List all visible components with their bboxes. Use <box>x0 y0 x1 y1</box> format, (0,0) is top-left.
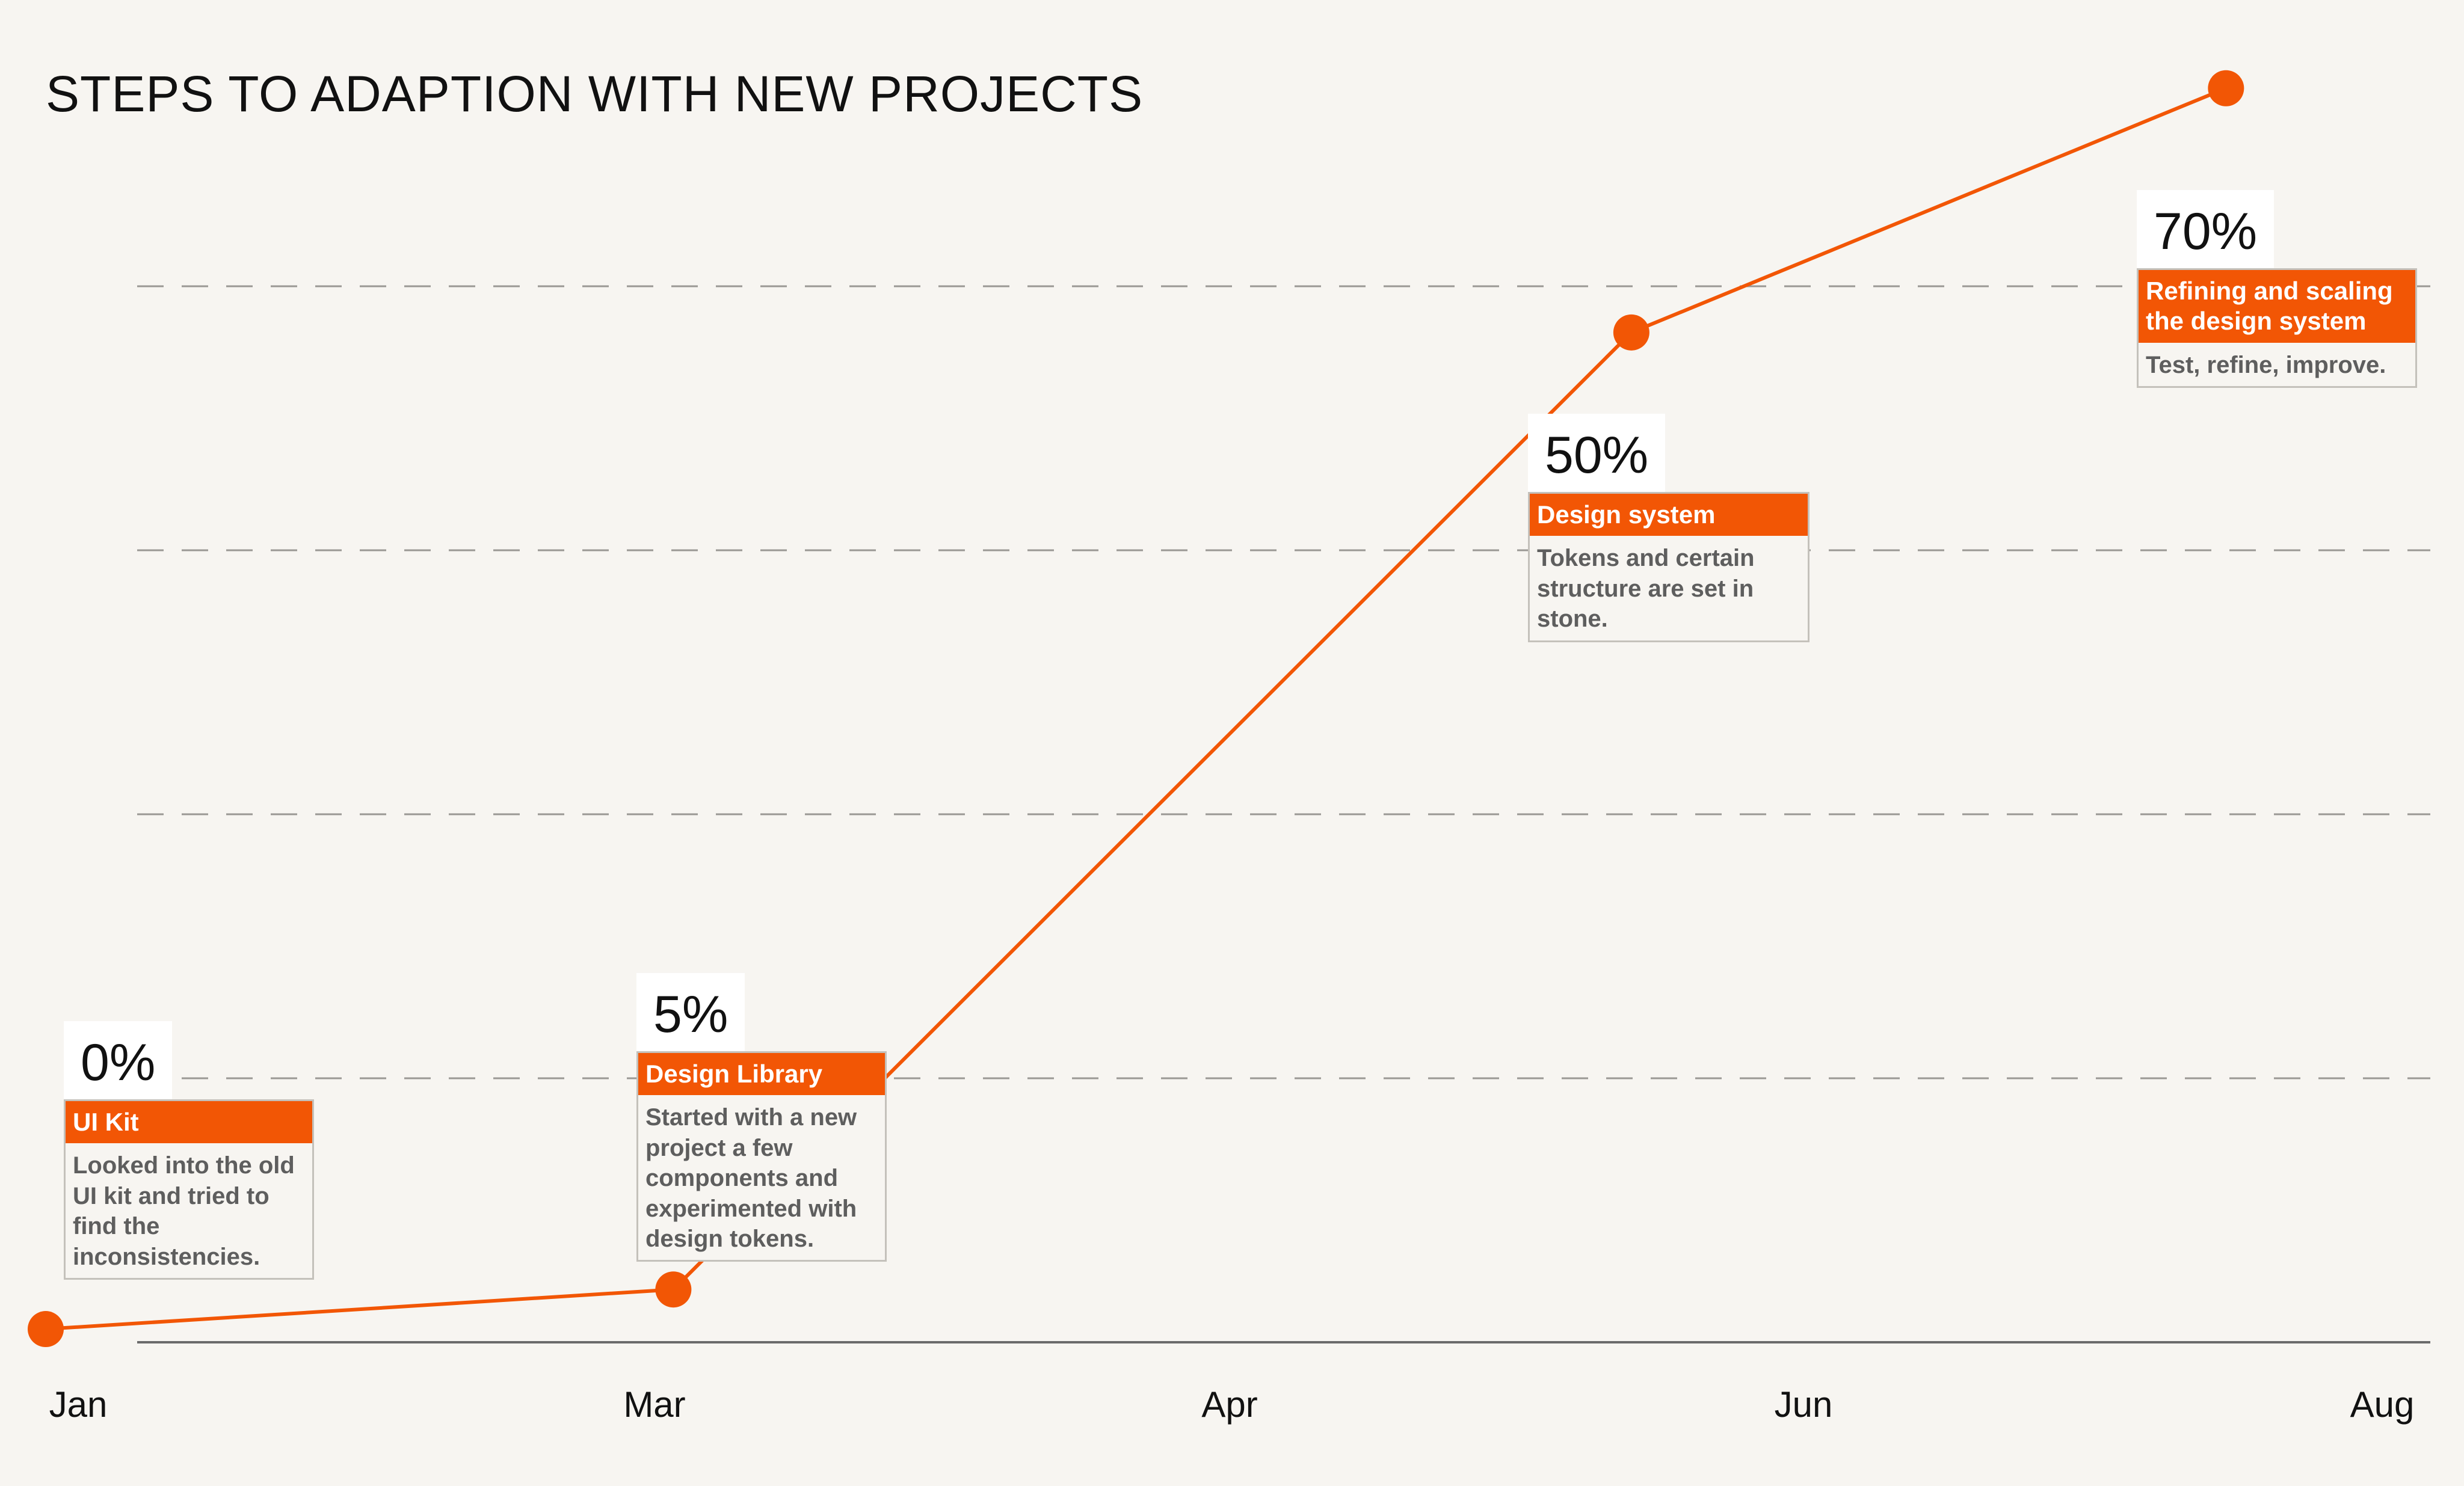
x-tick-label: Mar <box>623 1384 685 1425</box>
milestone-card: Design system Tokens and certain structu… <box>1528 492 1810 642</box>
milestone-percent: 0% <box>64 1021 173 1099</box>
milestone-title: Design Library <box>638 1053 885 1096</box>
milestone-card: Refining and scaling the design system T… <box>2137 268 2417 388</box>
milestone-percent: 5% <box>636 973 745 1051</box>
chart-title: STEPS TO ADAPTION WITH NEW PROJECTS <box>46 66 1144 122</box>
milestone-description: Test, refine, improve. <box>2146 351 2386 378</box>
x-tick-label: Jun <box>1775 1384 1833 1425</box>
data-point <box>1613 314 1649 351</box>
milestone-title: Refining and scaling the design system <box>2139 270 2415 343</box>
x-tick-label: Jan <box>49 1384 108 1425</box>
data-point <box>2208 70 2244 106</box>
milestone-card: UI Kit Looked into the old UI kit and tr… <box>64 1099 314 1280</box>
milestone-description: Tokens and certain structure are set in … <box>1537 545 1755 633</box>
milestone-description: Looked into the old UI kit and tried to … <box>73 1152 295 1270</box>
series-line <box>45 86 2227 1331</box>
milestone-percent: 70% <box>2137 190 2275 268</box>
x-tick-label: Apr <box>1201 1384 1257 1425</box>
milestone-percent: 50% <box>1528 414 1666 492</box>
milestone-refining: 70% Refining and scaling the design syst… <box>2137 190 2417 388</box>
milestone-description: Started with a new project a few compone… <box>645 1104 857 1252</box>
milestone-title: Design system <box>1530 494 1808 536</box>
milestone-design-library: 5% Design Library Started with a new pro… <box>636 973 887 1262</box>
milestone-ui-kit: 0% UI Kit Looked into the old UI kit and… <box>64 1021 314 1280</box>
milestone-design-system: 50% Design system Tokens and certain str… <box>1528 414 1810 642</box>
milestone-card: Design Library Started with a new projec… <box>636 1051 887 1262</box>
milestone-title: UI Kit <box>66 1101 312 1144</box>
data-point <box>28 1311 64 1348</box>
x-tick-label: Aug <box>2350 1384 2415 1425</box>
data-point <box>655 1271 692 1308</box>
